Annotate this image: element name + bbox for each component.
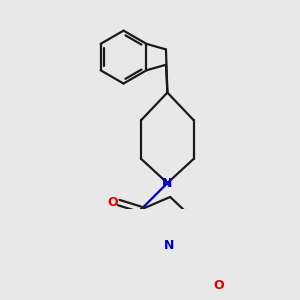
Text: N: N	[162, 176, 172, 190]
Text: O: O	[107, 196, 118, 209]
Text: O: O	[214, 279, 224, 292]
Text: N: N	[164, 239, 174, 252]
